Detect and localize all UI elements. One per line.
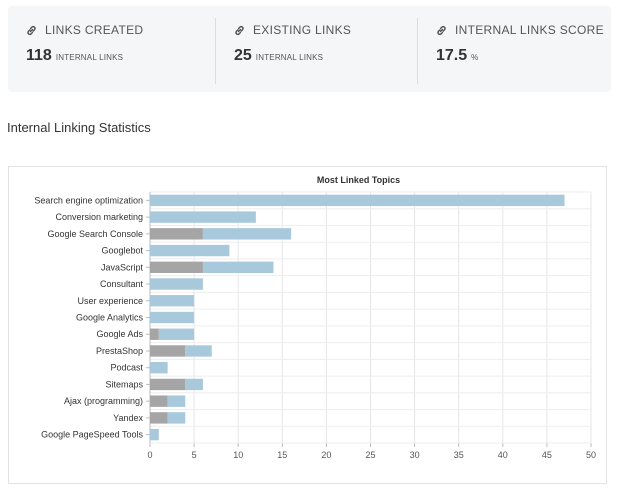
category-label: Conversion marketing bbox=[55, 212, 143, 222]
x-tick-label: 50 bbox=[586, 450, 596, 460]
bar-series-2 bbox=[150, 295, 195, 307]
bar-series-2 bbox=[167, 412, 186, 424]
bar-series-2 bbox=[202, 228, 292, 240]
category-label: Ajax (programming) bbox=[64, 396, 143, 406]
category-label: PrestaShop bbox=[96, 346, 143, 356]
category-label: Google Search Console bbox=[47, 229, 143, 239]
stat-header: INTERNAL LINKS SCORE bbox=[436, 23, 604, 37]
link-icon bbox=[26, 25, 37, 36]
stat-value-row: 118 INTERNAL LINKS bbox=[26, 47, 123, 65]
category-label: Google Ads bbox=[96, 329, 143, 339]
bar-series-2 bbox=[158, 328, 195, 340]
x-tick-label: 35 bbox=[454, 450, 464, 460]
bar-series-2 bbox=[150, 211, 256, 223]
stat-value: 25 bbox=[234, 47, 252, 64]
category-label: User experience bbox=[77, 296, 143, 306]
stat-links-created: LINKS CREATED 118 INTERNAL LINKS bbox=[8, 6, 215, 92]
x-tick-label: 10 bbox=[233, 450, 243, 460]
most-linked-topics-chart: Most Linked Topics 0 5 10 15 20 25 30 35 40 45 50 Se… bbox=[8, 166, 607, 484]
divider bbox=[215, 18, 216, 84]
category-label: Google PageSpeed Tools bbox=[41, 430, 143, 440]
x-tick-label: 15 bbox=[277, 450, 287, 460]
category-label: Consultant bbox=[100, 279, 144, 289]
bar-series-2 bbox=[202, 261, 274, 273]
stat-unit: % bbox=[471, 53, 479, 62]
category-label: JavaScript bbox=[101, 262, 144, 272]
link-icon bbox=[234, 25, 245, 36]
stat-unit: INTERNAL LINKS bbox=[55, 53, 124, 62]
x-tick-label: 0 bbox=[147, 450, 152, 460]
x-tick-label: 20 bbox=[321, 450, 331, 460]
bar-series-1 bbox=[150, 378, 186, 391]
stat-header: LINKS CREATED bbox=[26, 23, 143, 37]
section-title: Internal Linking Statistics bbox=[7, 120, 151, 135]
stat-value: 17.5 bbox=[436, 47, 468, 64]
category-label: Google Analytics bbox=[76, 313, 144, 323]
stat-value: 118 bbox=[26, 47, 52, 64]
bar-series-2 bbox=[150, 311, 195, 324]
stat-label: INTERNAL LINKS SCORE bbox=[455, 23, 604, 37]
category-label: Podcast bbox=[110, 363, 143, 373]
category-label: Sitemaps bbox=[105, 379, 143, 389]
stat-existing-links: EXISTING LINKS 25 INTERNAL LINKS bbox=[216, 6, 417, 92]
category-label: Search engine optimization bbox=[34, 195, 143, 205]
bar-series-2 bbox=[185, 345, 212, 357]
x-tick-label: 45 bbox=[542, 450, 552, 460]
stat-label: EXISTING LINKS bbox=[253, 23, 352, 37]
stat-value-row: 25 INTERNAL LINKS bbox=[234, 47, 323, 65]
bar-series-2 bbox=[150, 362, 168, 374]
divider bbox=[417, 18, 418, 84]
bar-series-1 bbox=[150, 412, 168, 424]
bar-series-1 bbox=[150, 395, 168, 407]
stat-value-row: 17.5% bbox=[436, 47, 478, 65]
bar-series-2 bbox=[185, 378, 203, 391]
stat-label: LINKS CREATED bbox=[45, 23, 144, 37]
stat-header: EXISTING LINKS bbox=[234, 23, 351, 37]
bar-series-2 bbox=[150, 278, 203, 290]
bar-series-1 bbox=[150, 261, 203, 273]
bar-series-2 bbox=[150, 194, 565, 207]
category-label: Googlebot bbox=[101, 246, 143, 256]
category-label: Yandex bbox=[113, 413, 143, 423]
bar-series-1 bbox=[150, 328, 159, 340]
chart-title: Most Linked Topics bbox=[317, 175, 400, 185]
link-icon bbox=[436, 25, 447, 36]
x-tick-label: 30 bbox=[410, 450, 420, 460]
bar-series-1 bbox=[150, 345, 186, 357]
x-tick-label: 5 bbox=[192, 450, 197, 460]
bar-series-2 bbox=[167, 395, 186, 407]
bar-series-2 bbox=[150, 244, 230, 257]
bar-series-1 bbox=[150, 228, 203, 240]
bar-series-2 bbox=[150, 428, 159, 441]
chart-canvas: Most Linked Topics 0 5 10 15 20 25 30 35 40 45 50 Se… bbox=[34, 175, 596, 460]
stat-internal-links-score: INTERNAL LINKS SCORE 17.5% bbox=[418, 6, 611, 92]
stats-panel: LINKS CREATED 118 INTERNAL LINKS EXISTING… bbox=[8, 6, 611, 92]
x-tick-label: 40 bbox=[498, 450, 508, 460]
stat-unit: INTERNAL LINKS bbox=[255, 53, 324, 62]
x-tick-label: 25 bbox=[365, 450, 375, 460]
